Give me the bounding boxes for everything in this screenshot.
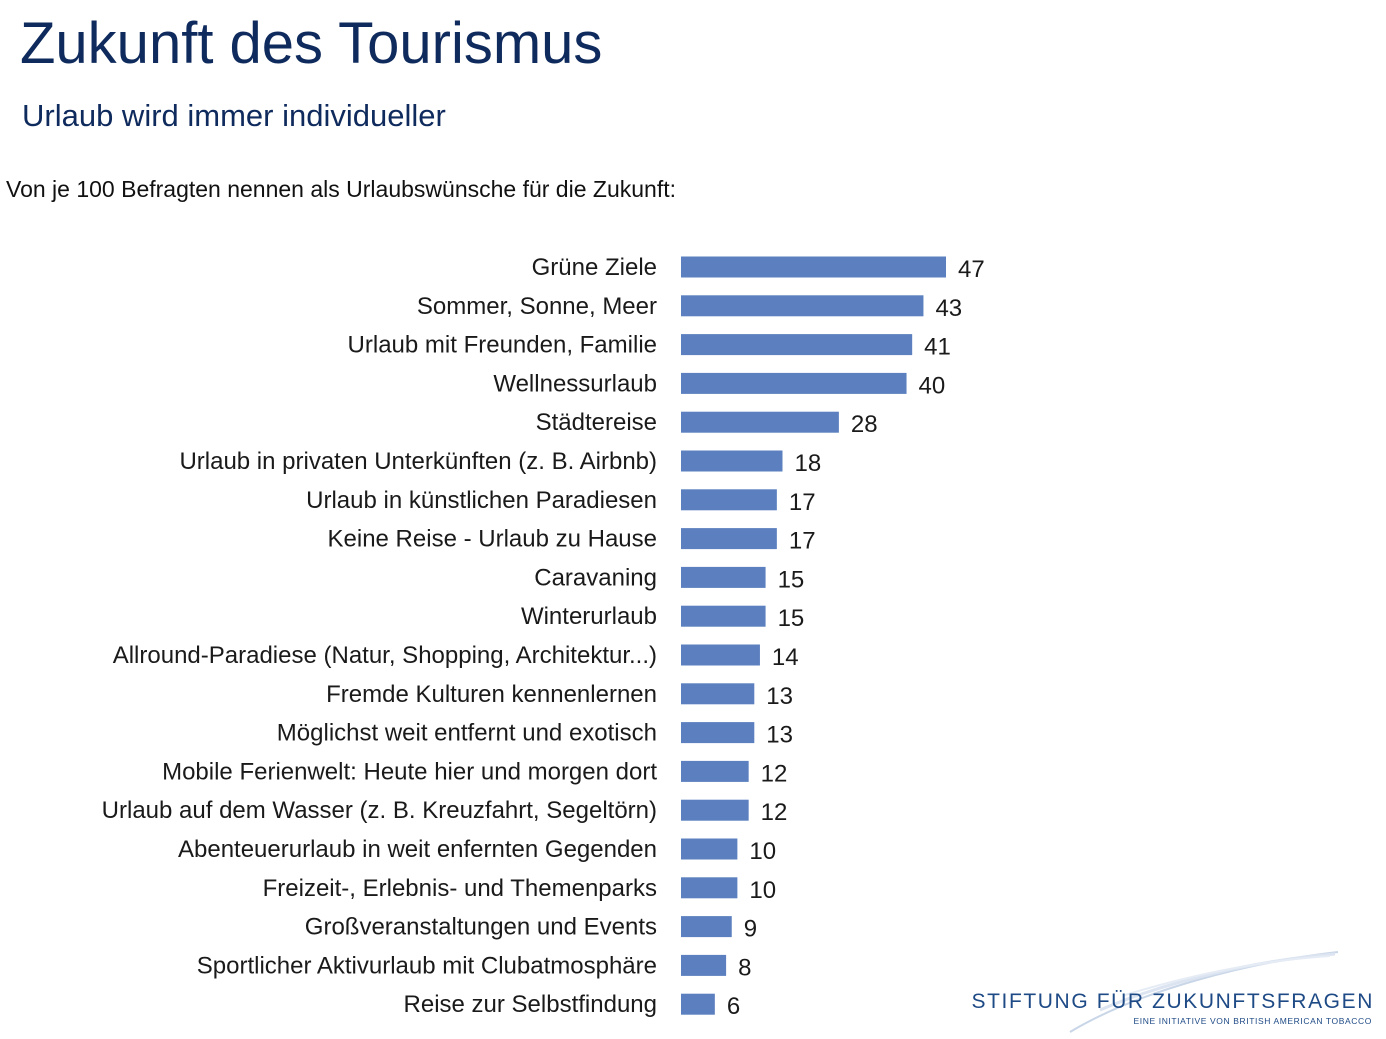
logo-tagline: EINE INITIATIVE VON BRITISH AMERICAN TOB… — [1133, 1016, 1372, 1026]
value-label: 47 — [958, 256, 985, 283]
value-label: 43 — [935, 295, 962, 322]
bar — [681, 566, 766, 588]
value-label: 13 — [766, 683, 793, 710]
value-label: 13 — [766, 722, 793, 749]
bar — [681, 372, 907, 394]
value-label: 10 — [749, 838, 776, 865]
category-label: Caravaning — [534, 564, 657, 591]
bar — [681, 799, 749, 821]
bar — [681, 838, 738, 860]
logo-wordmark: STIFTUNG FÜR ZUKUNFTSFRAGEN — [971, 990, 1374, 1013]
bar — [681, 993, 715, 1015]
value-label: 41 — [924, 334, 951, 361]
value-label: 14 — [772, 644, 799, 671]
category-label: Sportlicher Aktivurlaub mit Clubatmosphä… — [197, 952, 657, 979]
bar — [681, 528, 777, 550]
category-label: Urlaub mit Freunden, Familie — [348, 332, 657, 359]
category-label: Urlaub in künstlichen Paradiesen — [306, 487, 657, 514]
value-label: 15 — [778, 605, 805, 632]
category-label: Allround-Paradiese (Natur, Shopping, Arc… — [113, 642, 657, 669]
category-label: Reise zur Selbstfindung — [404, 991, 657, 1018]
bar — [681, 954, 727, 976]
category-label: Mobile Ferienwelt: Heute hier und morgen… — [162, 758, 657, 785]
value-label: 10 — [749, 877, 776, 904]
bar — [681, 877, 738, 899]
category-label: Städtereise — [536, 409, 657, 436]
bar — [681, 489, 777, 511]
category-label: Urlaub in privaten Unterkünften (z. B. A… — [179, 448, 657, 475]
bar — [681, 411, 839, 433]
bar — [681, 644, 760, 666]
chart-intro-text: Von je 100 Befragten nennen als Urlaubsw… — [6, 176, 676, 202]
value-label: 17 — [789, 528, 816, 555]
category-label: Urlaub auf dem Wasser (z. B. Kreuzfahrt,… — [102, 797, 657, 824]
value-label: 18 — [794, 450, 821, 477]
value-label: 17 — [789, 489, 816, 516]
category-label: Großveranstaltungen und Events — [305, 914, 657, 941]
value-label: 15 — [778, 566, 805, 593]
bar — [681, 450, 783, 472]
category-label: Keine Reise - Urlaub zu Hause — [328, 526, 658, 553]
bar — [681, 760, 749, 782]
value-label: 40 — [919, 372, 946, 399]
category-label: Fremde Kulturen kennenlernen — [326, 681, 657, 708]
category-label: Möglichst weit entfernt und exotisch — [277, 720, 657, 747]
category-label: Wellnessurlaub — [493, 370, 657, 397]
page-subtitle: Urlaub wird immer individueller — [22, 98, 446, 133]
bar — [681, 605, 766, 627]
value-label: 12 — [761, 799, 788, 826]
page-title: Zukunft des Tourismus — [20, 11, 603, 76]
value-label: 12 — [761, 760, 788, 787]
category-label: Abenteuerurlaub in weit enfernten Gegend… — [178, 836, 657, 863]
bar — [681, 295, 924, 317]
bar — [681, 256, 946, 278]
bar — [681, 722, 755, 744]
value-label: 8 — [738, 954, 751, 981]
bar — [681, 916, 732, 938]
swoosh-icon — [1069, 951, 1339, 1033]
category-label: Grüne Ziele — [532, 254, 657, 281]
value-label: 28 — [851, 411, 878, 438]
category-label: Sommer, Sonne, Meer — [417, 293, 657, 320]
foundation-logo: STIFTUNG FÜR ZUKUNFTSFRAGEN EINE INITIAT… — [971, 950, 1380, 1035]
category-label: Winterurlaub — [521, 603, 657, 630]
value-label: 9 — [744, 916, 757, 943]
bar — [681, 334, 913, 356]
bar — [681, 683, 755, 705]
category-label: Freizeit-, Erlebnis- und Themenparks — [263, 875, 657, 902]
value-label: 6 — [727, 993, 740, 1020]
